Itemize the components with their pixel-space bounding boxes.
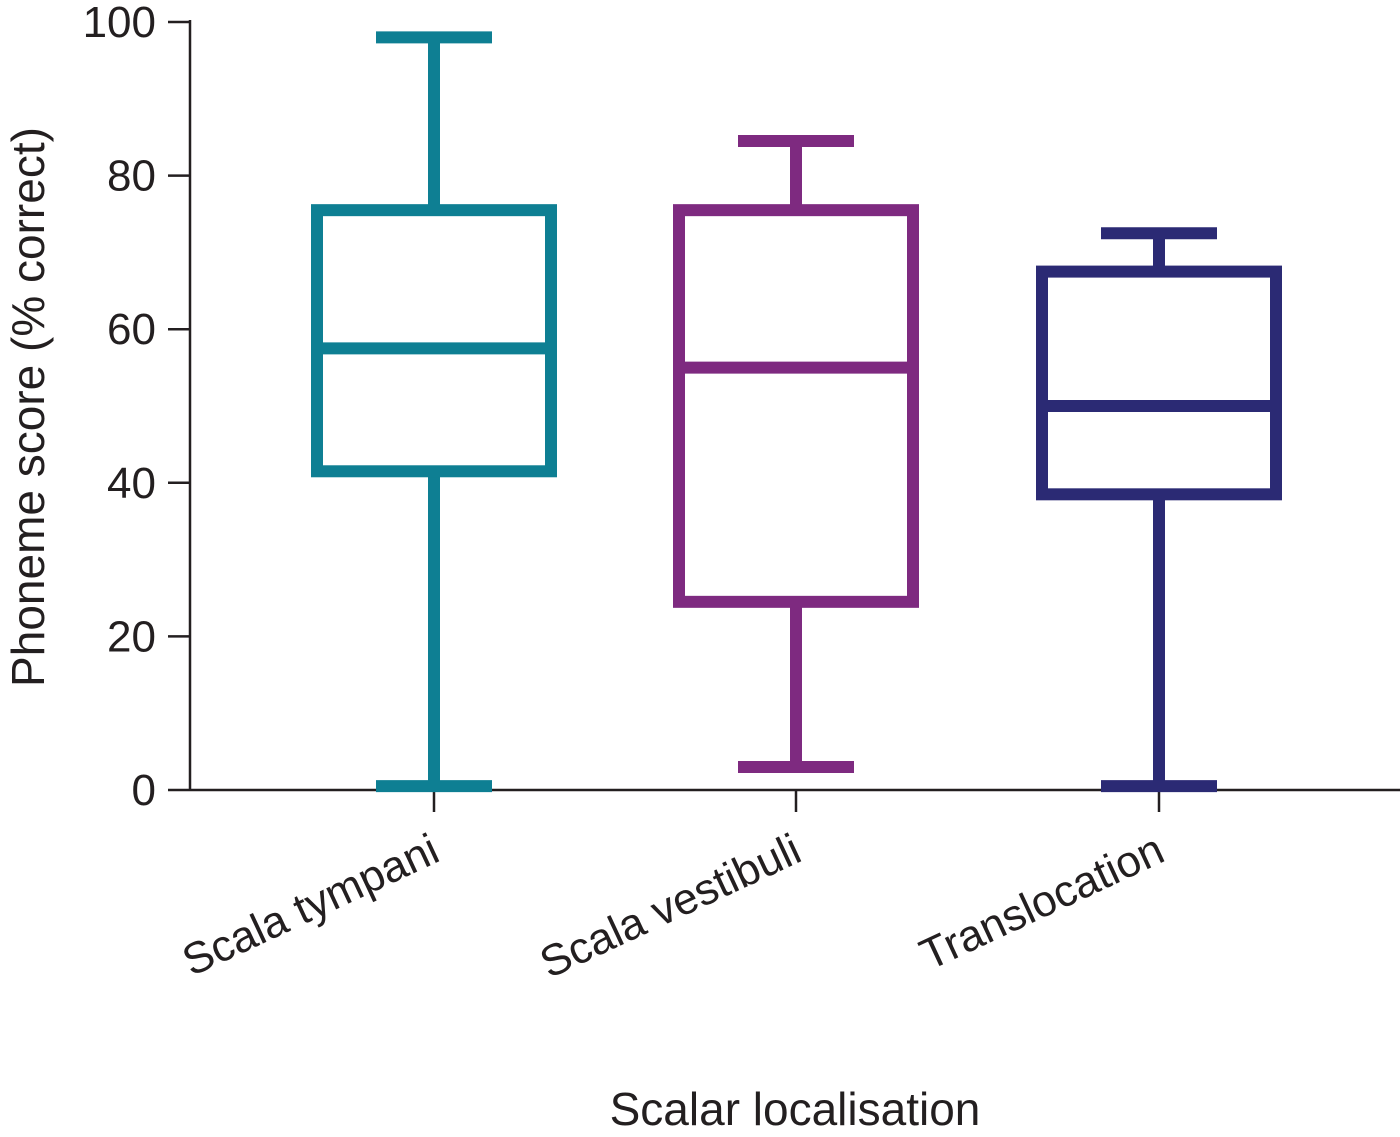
y-axis-label: Phoneme score (% correct) bbox=[2, 127, 54, 687]
box-3 bbox=[1036, 227, 1282, 793]
box-1 bbox=[311, 31, 557, 793]
y-tick-label: 60 bbox=[107, 305, 156, 354]
x-axis: Scala tympani Scala vestibuli Translocatio… bbox=[175, 788, 1400, 988]
iqr-box bbox=[673, 204, 919, 608]
y-tick-label: 100 bbox=[83, 0, 156, 47]
x-tick-label: Scala vestibuli bbox=[533, 825, 809, 988]
iqr-box bbox=[311, 204, 557, 478]
y-tick-label: 40 bbox=[107, 459, 156, 508]
x-tick-label: Scala tympani bbox=[175, 825, 446, 986]
y-tick-label: 80 bbox=[107, 152, 156, 201]
box-2 bbox=[673, 135, 919, 773]
boxes-group bbox=[311, 31, 1282, 793]
y-axis: 0 20 40 60 80 100 bbox=[83, 0, 192, 815]
y-tick-label: 0 bbox=[132, 766, 156, 815]
y-tick-label: 20 bbox=[107, 612, 156, 661]
iqr-box bbox=[1036, 265, 1282, 501]
x-axis-label: Scalar localisation bbox=[610, 1083, 981, 1135]
x-tick-label: Translocation bbox=[913, 825, 1172, 980]
